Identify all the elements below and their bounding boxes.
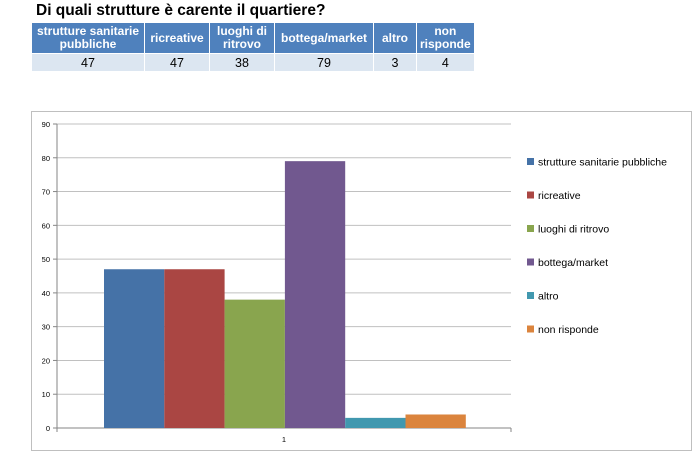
summary-table: strutture sanitarie pubbliche ricreative… (31, 22, 475, 72)
y-tick-label: 50 (42, 255, 50, 264)
y-tick-label: 10 (42, 390, 50, 399)
table-value-cell: 4 (416, 53, 475, 72)
legend-label: altro (538, 291, 559, 303)
chart-area (31, 111, 692, 451)
table-value-cell: 79 (274, 53, 374, 72)
bar (104, 269, 165, 428)
y-tick-label: 0 (46, 424, 50, 433)
y-tick-label: 30 (42, 323, 50, 332)
legend-swatch (527, 191, 534, 199)
bar (284, 161, 346, 428)
summary-table-value-row: 47 47 38 79 3 4 (31, 53, 475, 72)
y-tick-label: 80 (42, 154, 50, 163)
x-tick-label: 1 (282, 435, 286, 444)
y-tick-label: 40 (42, 289, 50, 298)
y-tick-label: 70 (42, 188, 50, 197)
table-header-cell: bottega/market (274, 22, 374, 54)
table-value-cell: 47 (144, 53, 210, 72)
table-header-cell: luoghi di ritrovo (209, 22, 275, 54)
y-tick-label: 90 (42, 120, 50, 129)
table-value-cell: 3 (373, 53, 417, 72)
bar (405, 414, 466, 428)
table-value-cell: 47 (31, 53, 145, 72)
legend-swatch (527, 158, 534, 165)
chart-title: Di quali strutture è carente il quartier… (36, 2, 326, 19)
legend-swatch (527, 292, 534, 299)
bar (164, 269, 225, 428)
summary-table-header-row: strutture sanitarie pubbliche ricreative… (31, 22, 475, 54)
legend-label: non risponde (538, 324, 599, 336)
legend-label: luoghi di ritrovo (538, 224, 609, 236)
legend-swatch (527, 325, 534, 333)
legend-label: bottega/market (538, 257, 608, 269)
table-header-cell: non risponde (416, 22, 475, 54)
y-tick-label: 60 (42, 221, 50, 230)
legend-label: ricreative (538, 190, 581, 202)
table-header-cell: ricreative (144, 22, 210, 54)
legend-label: strutture sanitarie pubbliche (538, 157, 667, 169)
bar (224, 299, 285, 428)
y-tick-label: 20 (42, 356, 50, 365)
legend-swatch (527, 258, 534, 266)
legend-swatch (527, 225, 534, 232)
table-value-cell: 38 (209, 53, 275, 72)
bar (345, 417, 406, 428)
